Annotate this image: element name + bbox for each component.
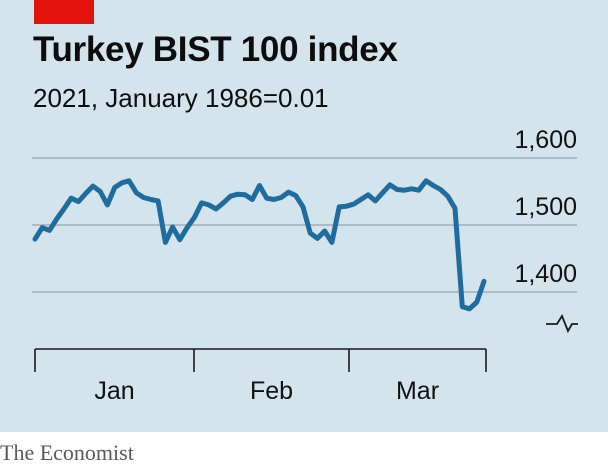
brand-red-bar bbox=[34, 0, 94, 24]
axis-break-icon bbox=[546, 314, 578, 334]
x-tick-label: Mar bbox=[396, 377, 439, 405]
x-tick-label: Jan bbox=[94, 377, 134, 405]
gridlines bbox=[32, 157, 577, 293]
source-credit: The Economist bbox=[0, 440, 134, 465]
y-tick-labels: 1,400 1,500 1,600 bbox=[514, 126, 578, 334]
x-axis: Jan Feb Mar bbox=[34, 348, 487, 405]
x-tick-label: Feb bbox=[250, 377, 293, 405]
line-chart: 1,400 1,500 1,600 Jan Feb Mar bbox=[32, 126, 578, 405]
y-tick-label: 1,600 bbox=[514, 126, 577, 154]
chart-title: Turkey BIST 100 index bbox=[33, 30, 398, 69]
y-tick-label: 1,400 bbox=[514, 260, 577, 288]
series-layer bbox=[32, 178, 487, 312]
series-line bbox=[32, 178, 487, 312]
y-tick-label: 1,500 bbox=[514, 193, 577, 221]
chart-subtitle: 2021, January 1986=0.01 bbox=[33, 83, 329, 113]
